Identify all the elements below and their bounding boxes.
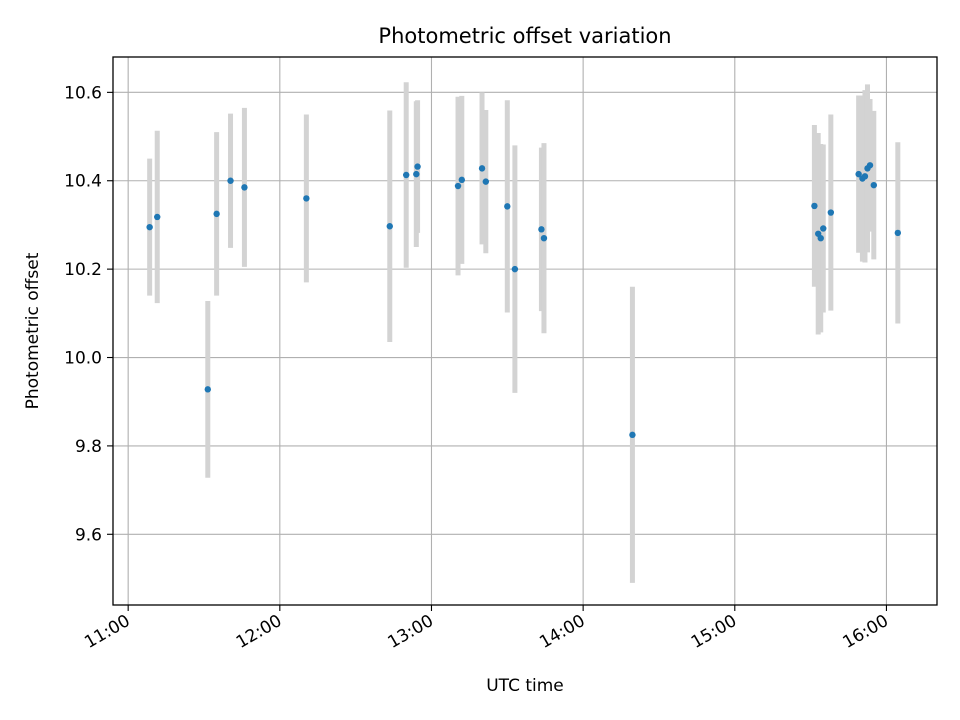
data-point [154, 213, 161, 221]
data-point [629, 431, 636, 439]
x-axis-title: UTC time [486, 676, 564, 696]
data-points [146, 162, 902, 439]
data-point [870, 181, 878, 189]
data-point [827, 209, 835, 216]
y-tick-label: 10.4 [64, 172, 102, 192]
plot-frame [112, 56, 938, 606]
data-point [478, 165, 486, 172]
data-point [482, 178, 490, 185]
data-point [538, 226, 545, 233]
data-point [303, 195, 310, 202]
data-point [820, 225, 827, 232]
y-axis-title: Photometric offset [23, 252, 43, 409]
data-point [213, 210, 220, 218]
data-point [458, 176, 466, 184]
y-tick-label: 10.0 [64, 349, 102, 369]
data-point [413, 170, 420, 178]
y-tick-label: 9.6 [75, 525, 102, 545]
data-point [861, 173, 869, 180]
data-point [511, 265, 519, 273]
data-point [241, 184, 248, 191]
data-point [855, 170, 862, 178]
data-point [866, 162, 874, 169]
data-point [504, 203, 511, 210]
grid [113, 57, 937, 605]
data-point [403, 171, 410, 179]
data-point [454, 182, 462, 190]
data-point [414, 163, 421, 170]
data-point [204, 386, 211, 393]
data-point [811, 202, 818, 210]
data-point [386, 223, 393, 230]
chart-title: Photometric offset variation [378, 24, 671, 48]
y-tick-label: 9.8 [75, 437, 102, 457]
data-point [540, 234, 548, 242]
data-point [817, 234, 824, 242]
data-point [146, 223, 153, 231]
data-point [227, 177, 234, 184]
y-tick-label: 10.2 [64, 260, 102, 280]
ticks: 11:00 12:00 13:00 14:00 15:00 16:009.69.810.0… [64, 83, 892, 652]
y-tick-label: 10.6 [64, 83, 102, 103]
data-point [894, 229, 902, 237]
